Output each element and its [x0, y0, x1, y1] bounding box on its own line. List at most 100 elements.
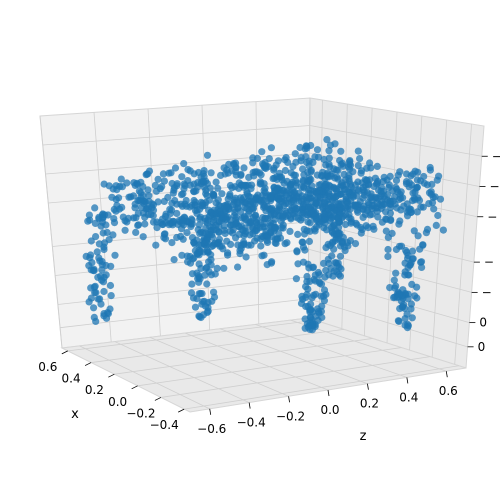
- scatter-point: [101, 211, 109, 219]
- scatter-point: [403, 310, 411, 318]
- scatter-point: [193, 206, 201, 214]
- scatter-point: [386, 284, 394, 292]
- scatter-point: [276, 234, 285, 242]
- scatter-point: [301, 145, 309, 153]
- scatter-point: [325, 259, 333, 268]
- x-tick-label: 0.4: [62, 372, 81, 386]
- scatter-point: [162, 210, 170, 218]
- scatter-point: [203, 151, 212, 159]
- scatter-point: [102, 221, 110, 229]
- scatter-point: [284, 158, 292, 166]
- scatter-point: [302, 283, 310, 291]
- scatter-point: [90, 283, 98, 291]
- scatter-point: [212, 178, 220, 186]
- scatter-point: [195, 221, 203, 229]
- scatter-point: [97, 300, 105, 308]
- scatter-point: [417, 203, 425, 211]
- scatter-point: [310, 275, 318, 284]
- scatter-point: [422, 229, 430, 237]
- gridline: [309, 125, 482, 157]
- scatter-point: [180, 160, 188, 168]
- scatter-point: [411, 292, 419, 300]
- scatter-point: [318, 313, 326, 322]
- scatter-point: [190, 188, 198, 196]
- scatter-point: [159, 170, 167, 178]
- scatter-point: [358, 167, 366, 175]
- scatter-point: [196, 313, 204, 321]
- scatter-point: [301, 315, 309, 323]
- scatter-point: [281, 166, 289, 175]
- scatter-point: [144, 205, 153, 213]
- scatter-point: [273, 175, 281, 183]
- scatter-point: [117, 175, 125, 183]
- scatter-point: [384, 233, 392, 241]
- scatter-point: [320, 155, 328, 164]
- scatter-point: [242, 253, 250, 261]
- gridline: [308, 276, 470, 324]
- scatter-point: [389, 197, 397, 205]
- scatter-point: [115, 205, 124, 213]
- scatter-point: [223, 166, 231, 174]
- scatter-point: [335, 214, 343, 222]
- gridline: [255, 324, 407, 378]
- x-tick-label: −0.2: [126, 406, 155, 420]
- scatter-point: [345, 211, 353, 219]
- scatter-point: [91, 219, 99, 227]
- scatter-point: [279, 224, 287, 232]
- scatter-point: [392, 269, 400, 277]
- scatter-point: [291, 206, 300, 215]
- scatter-point: [408, 280, 416, 288]
- scatter-point: [386, 172, 394, 180]
- scatter-point: [232, 234, 240, 242]
- scatter-point: [147, 210, 155, 219]
- scatter-point: [160, 177, 168, 185]
- scatter-point: [399, 286, 407, 294]
- scatter-point: [404, 295, 412, 303]
- scatter-point: [323, 226, 331, 234]
- scatter-point: [359, 186, 367, 194]
- scatter-point: [257, 171, 265, 179]
- scatter-point: [95, 254, 103, 262]
- scatter-point: [287, 214, 295, 222]
- gridline: [114, 341, 250, 403]
- scatter-point: [260, 251, 268, 259]
- scatter-point: [373, 179, 382, 187]
- scatter-point: [340, 170, 348, 178]
- scatter-point: [396, 217, 404, 225]
- scatter-point: [320, 259, 328, 267]
- scatter-point: [204, 230, 212, 238]
- scatter-point: [228, 184, 236, 192]
- scatter-point: [254, 191, 262, 199]
- scatter-point: [224, 195, 232, 203]
- scatter-point: [164, 193, 172, 201]
- scatter-point: [240, 240, 248, 248]
- scatter-point: [300, 230, 309, 238]
- scatter-point: [173, 209, 181, 218]
- scatter-point: [344, 204, 352, 212]
- scatter-point: [299, 195, 307, 203]
- z-tick-label: 0.2: [360, 397, 379, 411]
- scatter-point: [328, 227, 336, 235]
- scatter-point: [203, 263, 211, 272]
- scatter-point: [201, 217, 209, 226]
- scatter-point: [320, 216, 328, 224]
- scatter-point: [414, 232, 422, 240]
- scatter-point: [305, 157, 313, 165]
- scatter-point: [124, 214, 133, 222]
- scatter-point: [298, 292, 306, 300]
- scatter-point: [283, 187, 291, 195]
- gridline: [364, 107, 373, 336]
- scatter-point: [111, 251, 119, 259]
- scatter-point: [396, 168, 404, 176]
- scatter-point: [317, 280, 326, 288]
- scatter-point: [309, 197, 317, 205]
- gridline: [308, 298, 468, 348]
- scatter-point: [99, 278, 107, 286]
- scatter-point: [156, 185, 164, 193]
- scatter-point: [374, 213, 382, 221]
- scatter-point: [330, 194, 338, 202]
- scatter-point: [95, 240, 103, 248]
- scatter-point: [166, 205, 174, 213]
- scatter-point: [382, 215, 390, 223]
- vertical-tick-label: −: [482, 285, 492, 299]
